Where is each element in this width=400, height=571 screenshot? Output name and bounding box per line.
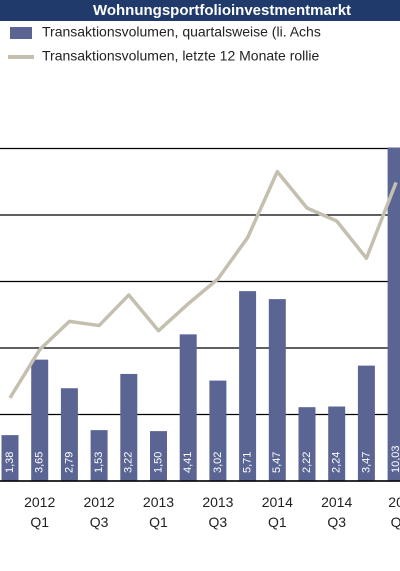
line [8,169,398,399]
bar [387,147,400,481]
bar [328,406,346,481]
value-label: 3,02 [212,452,224,473]
bar [239,291,257,481]
value-label: 1,38 [4,452,16,473]
value-label: 3,65 [34,452,46,473]
value-label: 5,47 [271,452,283,473]
x-tick-label: 2012 Q3 [84,494,115,530]
value-label: 5,71 [242,452,254,473]
x-tick-label: 2012 Q1 [24,494,55,530]
value-label: 4,41 [182,452,194,473]
value-label: 10,03 [390,445,400,473]
bar [120,373,138,481]
legend-label: Transaktionsvolumen, letzte 12 Monate ro… [42,48,320,64]
value-label: 2,24 [331,452,343,473]
chart-title: Wohnungsportfolioinvestmentmarkt [93,2,351,19]
bar [209,380,227,481]
x-tick-label: 2014 Q3 [321,494,352,530]
bar [90,430,108,481]
x-tick-label: 2014 Q1 [262,494,293,530]
value-label: 1,50 [152,452,164,473]
bar [179,334,197,481]
value-label: 3,47 [360,452,372,473]
bar [268,299,286,481]
legend-label: Transaktionsvolumen, quartalsweise (li. … [42,24,321,40]
x-tick-label: 20 Q [388,494,400,530]
bar [60,388,78,481]
legend-swatch [10,27,32,39]
bar [31,359,49,481]
bar [357,365,375,481]
bar [150,431,167,481]
bar [298,407,316,481]
x-tick-label: 2013 Q3 [202,494,233,530]
value-label: 3,22 [123,452,135,473]
value-label: 1,53 [93,452,105,473]
bar [1,435,19,481]
title-bar [0,0,400,21]
value-label: 2,22 [301,452,313,473]
x-tick-label: 2013 Q1 [143,494,174,530]
value-label: 2,79 [63,452,75,473]
